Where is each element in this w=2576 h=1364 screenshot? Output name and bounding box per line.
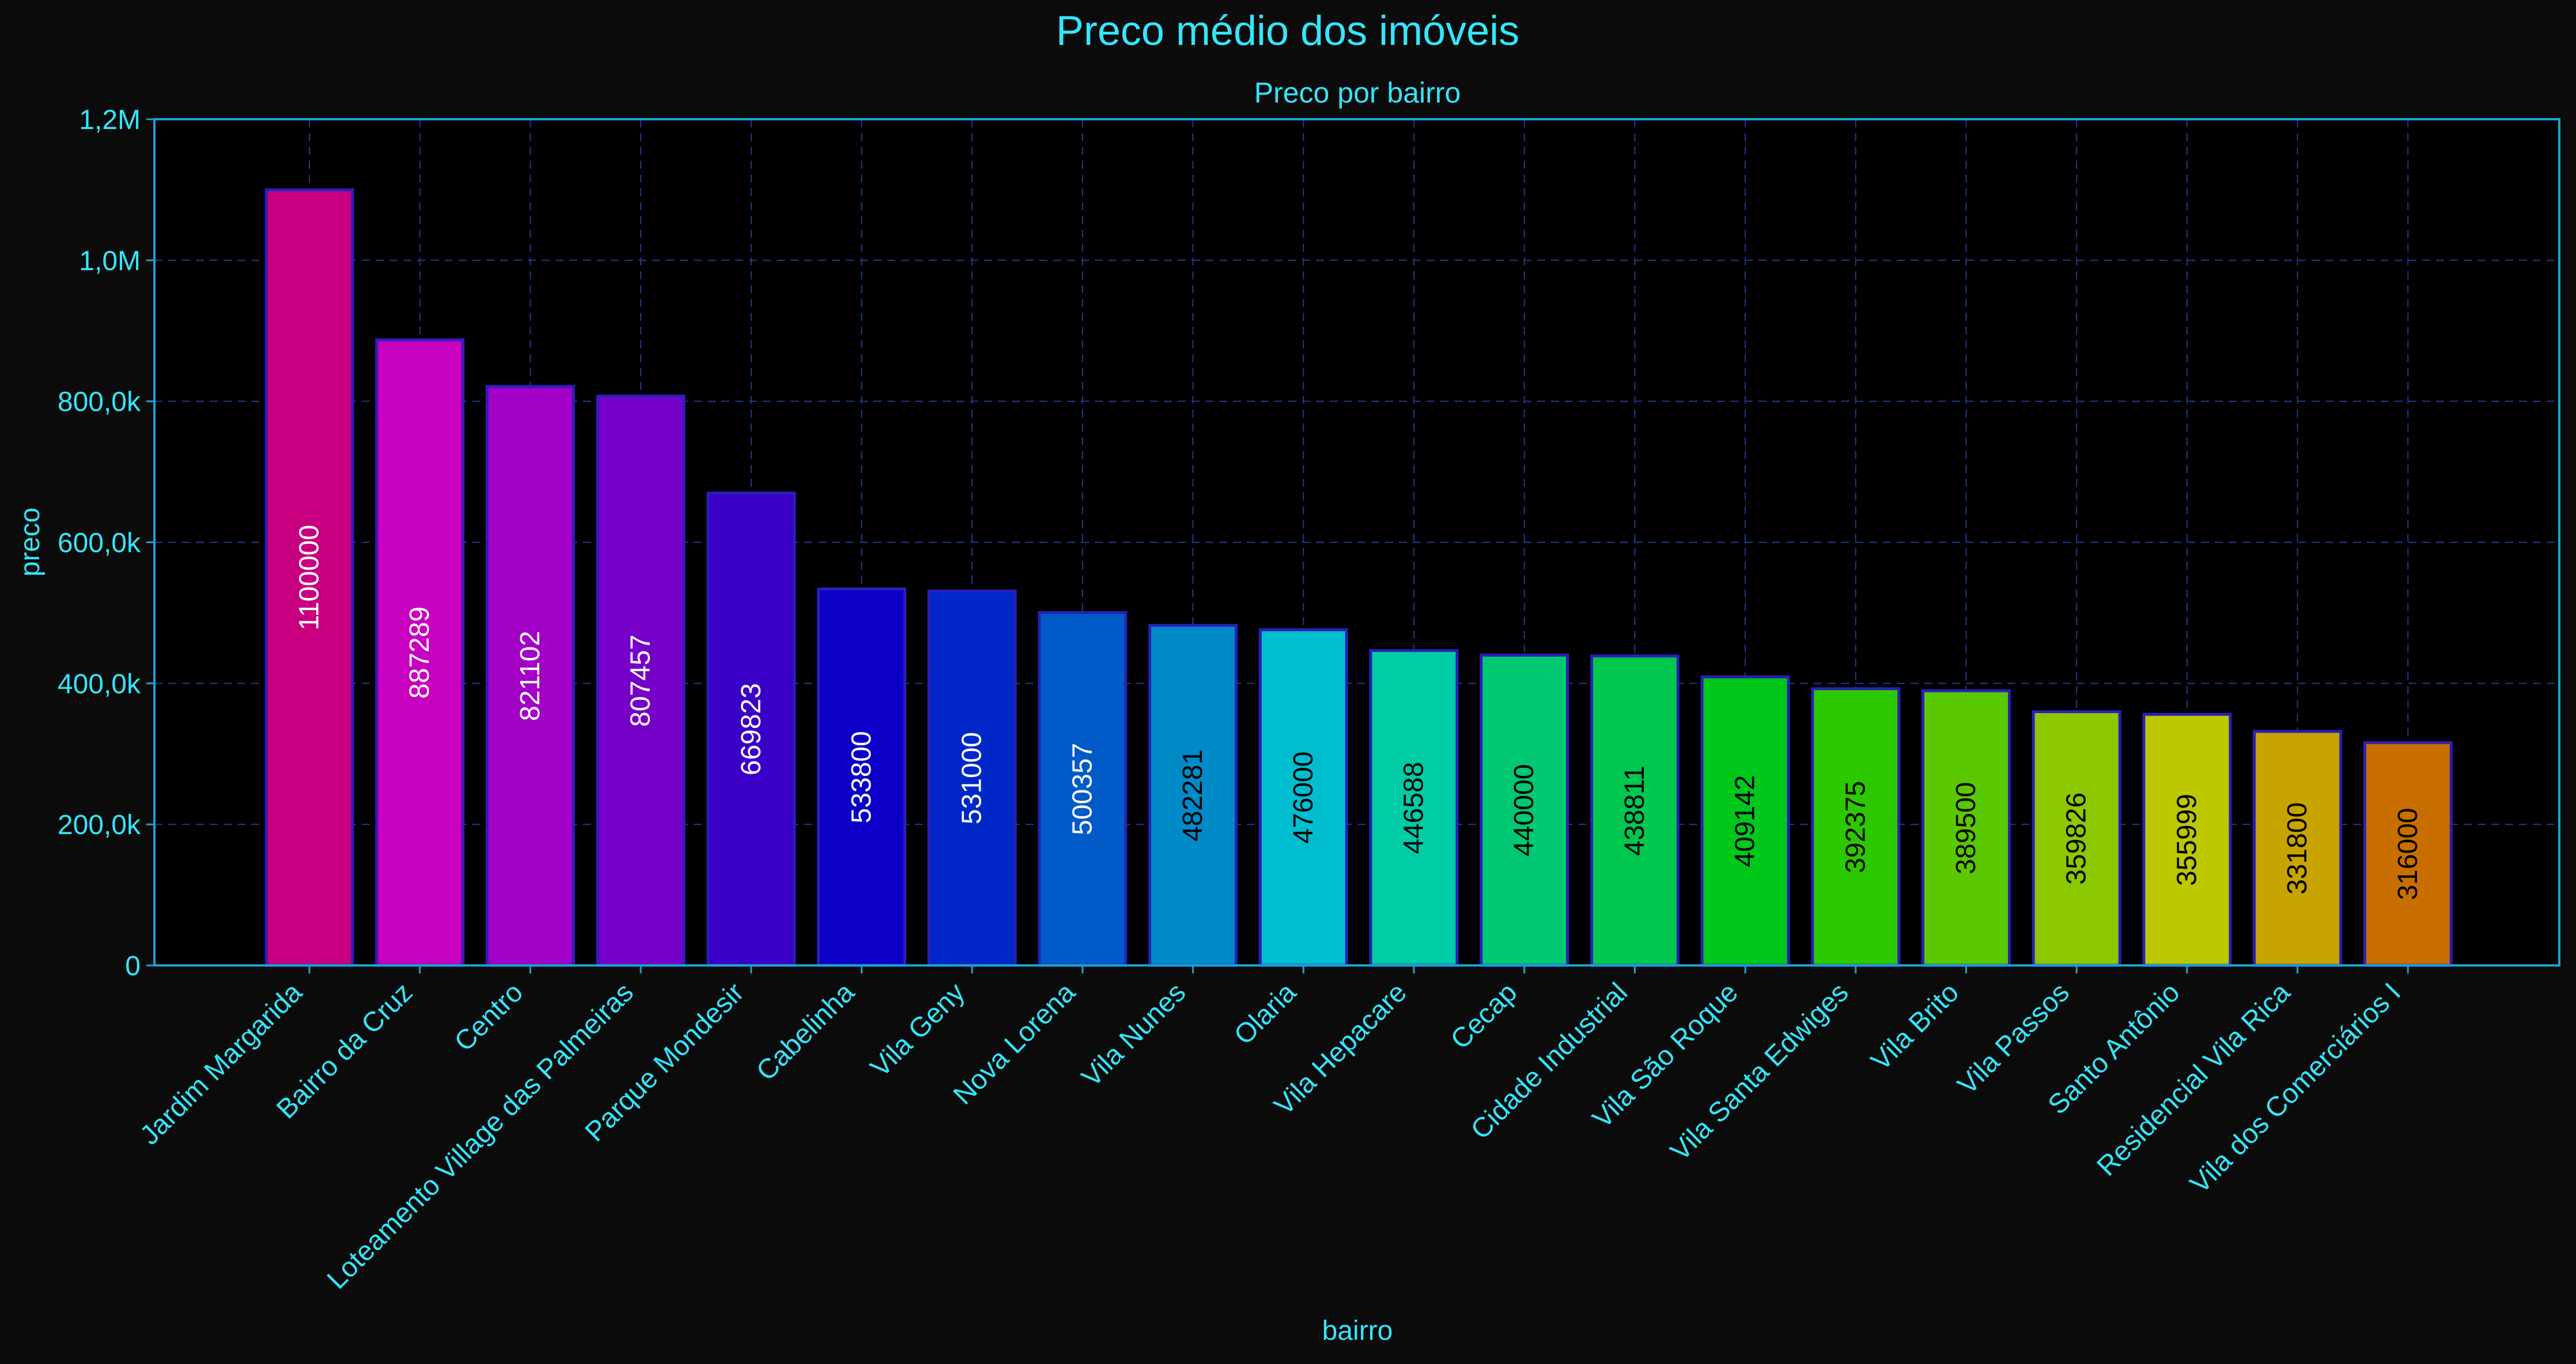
bar-value-label: 476000 <box>1288 752 1319 844</box>
bar <box>1148 624 1238 967</box>
bar-value-label: 1100000 <box>294 525 325 630</box>
bar <box>1811 687 1901 967</box>
x-axis-label: bairro <box>1322 1316 1393 1346</box>
bar-value-label: 533800 <box>846 731 877 823</box>
bar <box>1700 675 1790 967</box>
bar <box>375 338 465 967</box>
y-axis-label: preco <box>15 507 46 577</box>
bar-value-label: 887289 <box>404 607 435 699</box>
bar <box>485 385 575 967</box>
bar <box>1590 654 1679 967</box>
bar <box>1258 628 1348 967</box>
y-tick-label: 600,0k <box>58 528 141 559</box>
y-tick-label: 200,0k <box>58 810 141 840</box>
chart-title: Preco médio dos imóveis <box>1056 8 1519 54</box>
bar-value-label: 359826 <box>2061 793 2092 885</box>
bar <box>2253 730 2343 967</box>
bar-value-label: 355999 <box>2172 794 2202 886</box>
bar <box>706 491 796 967</box>
y-tick-label: 800,0k <box>58 387 141 418</box>
y-tick-label: 1,2M <box>79 105 141 135</box>
y-axis-ticks: 0 200,0k 400,0k 600,0k 800,0k 1,0M 1,2M <box>58 105 154 982</box>
bar-value-label: 669823 <box>736 683 766 775</box>
bar-value-label: 389500 <box>1951 782 1981 874</box>
bar-value-label: 331800 <box>2282 802 2313 895</box>
bar <box>596 395 686 967</box>
bar <box>2142 713 2232 967</box>
bar <box>927 589 1017 967</box>
bar <box>1921 689 2011 967</box>
chart-subtitle: Preco por bairro <box>1254 77 1461 109</box>
bar-value-label: 440000 <box>1509 764 1539 857</box>
bar-value-label: 807457 <box>626 635 656 727</box>
bar-value-label: 409142 <box>1730 775 1761 867</box>
bar <box>2363 741 2453 967</box>
bar <box>264 188 354 967</box>
bar-value-label: 392375 <box>1840 781 1871 873</box>
bar <box>1369 649 1459 967</box>
bar-value-label: 482281 <box>1178 749 1208 842</box>
bars: 1100000 887289 821102 807457 669823 533800 531… <box>264 188 2453 967</box>
bar-value-label: 438811 <box>1620 766 1650 856</box>
bar-value-label: 821102 <box>515 631 546 721</box>
y-tick-label: 1,0M <box>79 246 141 276</box>
y-tick-label: 400,0k <box>58 669 141 699</box>
bar-value-label: 531000 <box>957 732 988 824</box>
bar-value-label: 446588 <box>1399 762 1429 854</box>
y-tick-label: 0 <box>125 951 141 982</box>
bar <box>1480 653 1569 967</box>
bar-value-label: 316000 <box>2393 808 2423 900</box>
bar-value-label: 500357 <box>1067 743 1098 835</box>
bar <box>1038 611 1128 967</box>
